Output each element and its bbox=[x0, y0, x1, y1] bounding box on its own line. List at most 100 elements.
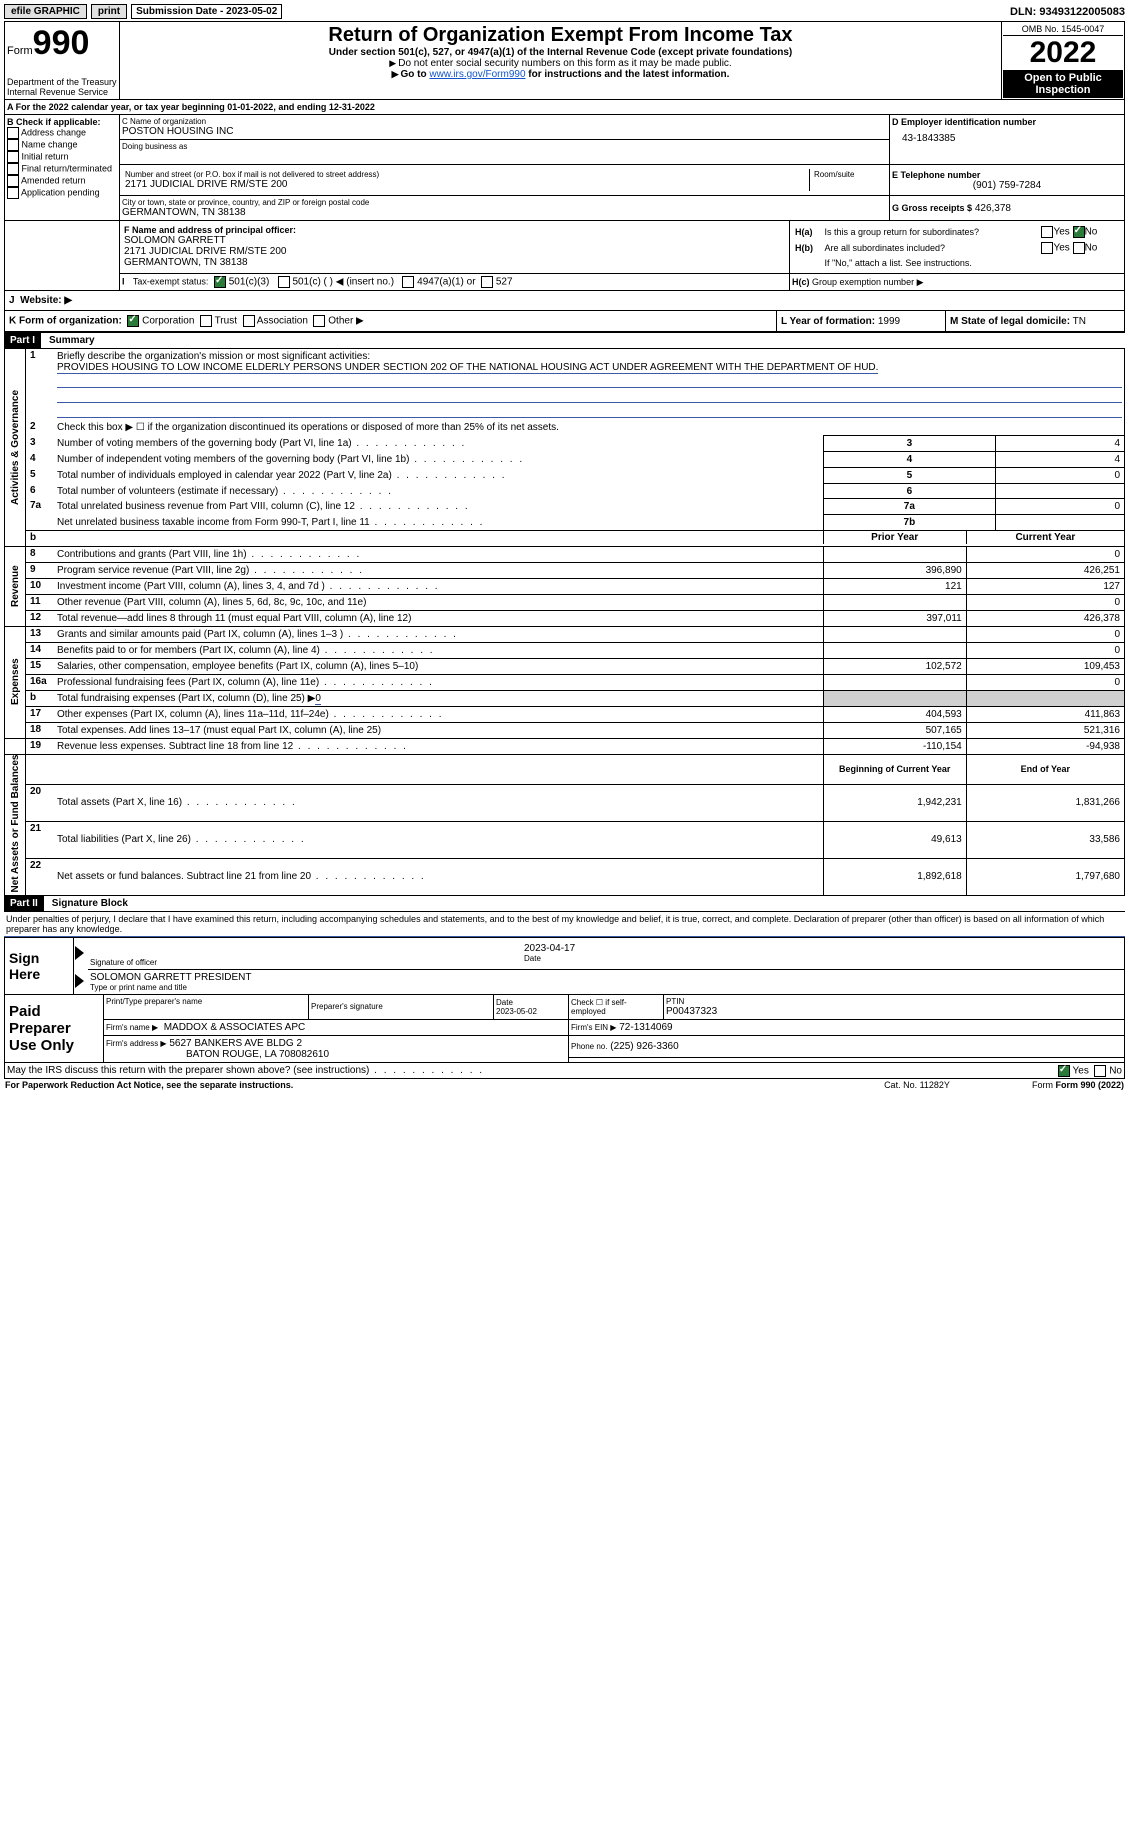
l16b-val: 0 bbox=[315, 693, 321, 705]
box-l-label: L Year of formation: bbox=[781, 316, 875, 327]
officer-addr1: 2171 JUDICIAL DRIVE RM/STE 200 bbox=[124, 246, 785, 257]
c9: 426,251 bbox=[966, 562, 1124, 578]
prep-sig-label: Preparer's signature bbox=[311, 1002, 491, 1011]
box-d-label: D Employer identification number bbox=[892, 117, 1122, 127]
chk-501c3[interactable] bbox=[214, 276, 226, 288]
dept-treasury: Department of the Treasury bbox=[7, 77, 117, 87]
e21: 33,586 bbox=[966, 821, 1124, 858]
form-header: Form990 Department of the Treasury Inter… bbox=[4, 21, 1125, 100]
section-revenue: Revenue bbox=[5, 546, 26, 626]
chk-amended[interactable]: Amended return bbox=[7, 175, 117, 187]
check-self-employed[interactable]: Check ☐ if self-employed bbox=[569, 995, 664, 1020]
discuss-line: May the IRS discuss this return with the… bbox=[4, 1063, 1125, 1079]
hc-label: Group exemption number ▶ bbox=[812, 277, 923, 287]
l10-label: Investment income (Part VIII, column (A)… bbox=[57, 581, 325, 592]
sign-here-block: Sign Here Signature of officer 2023-04-1… bbox=[4, 937, 1125, 995]
efile-button[interactable]: efile GRAPHIC bbox=[4, 4, 87, 19]
firm-addr2: BATON ROUGE, LA 708082610 bbox=[186, 1049, 329, 1060]
q7b-label: Net unrelated business taxable income fr… bbox=[57, 517, 370, 528]
box-e-label: E Telephone number bbox=[892, 170, 1122, 180]
chk-527[interactable] bbox=[481, 276, 493, 288]
chk-501c[interactable] bbox=[278, 276, 290, 288]
ha-yes[interactable] bbox=[1041, 226, 1053, 238]
l21-label: Total liabilities (Part X, line 26) bbox=[57, 834, 191, 845]
pra-notice: For Paperwork Reduction Act Notice, see … bbox=[4, 1079, 841, 1091]
chk-final-return[interactable]: Final return/terminated bbox=[7, 163, 117, 175]
officer-addr2: GERMANTOWN, TN 38138 bbox=[124, 257, 785, 268]
ha-no[interactable] bbox=[1073, 226, 1085, 238]
print-name-label: Print/Type preparer's name bbox=[106, 997, 306, 1006]
firm-addr1: 5627 BANKERS AVE BLDG 2 bbox=[169, 1038, 302, 1049]
chk-other[interactable] bbox=[313, 315, 325, 327]
sig-date: 2023-04-17 bbox=[524, 943, 1122, 954]
firm-name-label: Firm's name ▶ bbox=[106, 1023, 158, 1032]
hb-no[interactable] bbox=[1073, 242, 1085, 254]
ptin: P00437323 bbox=[666, 1006, 1122, 1017]
omb-number: OMB No. 1545-0047 bbox=[1003, 23, 1123, 36]
chk-4947[interactable] bbox=[402, 276, 414, 288]
print-button[interactable]: print bbox=[91, 4, 127, 19]
q2-label: Check this box ▶ ☐ if the organization d… bbox=[53, 420, 1125, 436]
discuss-no[interactable] bbox=[1094, 1065, 1106, 1077]
summary-table: Activities & Governance 1 Briefly descri… bbox=[4, 349, 1125, 895]
entity-block: B Check if applicable: Address change Na… bbox=[4, 115, 1125, 220]
l12-label: Total revenue—add lines 8 through 11 (mu… bbox=[57, 613, 411, 624]
dba-label: Doing business as bbox=[122, 142, 887, 151]
l18-label: Total expenses. Add lines 13–17 (must eq… bbox=[57, 725, 381, 736]
phone-label: Phone no. bbox=[571, 1042, 607, 1051]
chk-corp[interactable] bbox=[127, 315, 139, 327]
room-label: Room/suite bbox=[809, 169, 885, 191]
b21: 49,613 bbox=[823, 821, 966, 858]
l17-label: Other expenses (Part IX, column (A), lin… bbox=[57, 709, 329, 720]
hb-yes[interactable] bbox=[1041, 242, 1053, 254]
v5: 0 bbox=[996, 468, 1125, 484]
box-k-label: K Form of organization: bbox=[9, 316, 122, 327]
l16a-label: Professional fundraising fees (Part IX, … bbox=[57, 677, 319, 688]
c8: 0 bbox=[966, 546, 1124, 562]
q3-label: Number of voting members of the governin… bbox=[57, 438, 352, 449]
box-i-label: Tax-exempt status: bbox=[133, 277, 209, 287]
c13: 0 bbox=[966, 626, 1124, 642]
e22: 1,797,680 bbox=[966, 859, 1124, 895]
c12: 426,378 bbox=[966, 610, 1124, 626]
chk-initial-return[interactable]: Initial return bbox=[7, 151, 117, 163]
box-b-label: B Check if applicable: bbox=[7, 117, 117, 127]
irs-link[interactable]: www.irs.gov/Form990 bbox=[429, 69, 525, 80]
ptin-label: PTIN bbox=[666, 997, 1122, 1006]
paid-preparer-label: Paid Preparer Use Only bbox=[5, 995, 104, 1063]
officer-block: F Name and address of principal officer:… bbox=[4, 220, 1125, 291]
chk-trust[interactable] bbox=[200, 315, 212, 327]
sign-here-label: Sign Here bbox=[5, 937, 74, 994]
top-toolbar: efile GRAPHIC print Submission Date - 20… bbox=[4, 4, 1125, 19]
box-c-label: C Name of organization bbox=[122, 117, 887, 126]
section-expenses: Expenses bbox=[5, 626, 26, 738]
gross-receipts: 426,378 bbox=[975, 203, 1011, 214]
chk-assoc[interactable] bbox=[243, 315, 255, 327]
chk-address-change[interactable]: Address change bbox=[7, 127, 117, 139]
c19: -94,938 bbox=[966, 738, 1124, 754]
c10: 127 bbox=[966, 578, 1124, 594]
v7b bbox=[996, 515, 1125, 531]
chk-app-pending[interactable]: Application pending bbox=[7, 187, 117, 199]
sig-officer-label: Signature of officer bbox=[90, 958, 520, 967]
part1-header: Part ISummary bbox=[4, 332, 1125, 349]
chk-name-change[interactable]: Name change bbox=[7, 139, 117, 151]
e20: 1,831,266 bbox=[966, 784, 1124, 821]
addr-label: Number and street (or P.O. box if mail i… bbox=[125, 170, 806, 179]
p19: -110,154 bbox=[823, 738, 966, 754]
c15: 109,453 bbox=[966, 658, 1124, 674]
discuss-yes[interactable] bbox=[1058, 1065, 1070, 1077]
cat-no: Cat. No. 11282Y bbox=[841, 1079, 993, 1091]
firm-ein: 72-1314069 bbox=[619, 1022, 672, 1033]
box-m-label: M State of legal domicile: bbox=[950, 316, 1070, 327]
hb-note: If "No," attach a list. See instructions… bbox=[823, 257, 1120, 269]
line-j: J Website: ▶ bbox=[4, 291, 1125, 311]
v4: 4 bbox=[996, 452, 1125, 468]
org-name: POSTON HOUSING INC bbox=[122, 126, 887, 137]
l15-label: Salaries, other compensation, employee b… bbox=[57, 661, 418, 672]
mission-text: PROVIDES HOUSING TO LOW INCOME ELDERLY P… bbox=[57, 362, 878, 374]
q5-label: Total number of individuals employed in … bbox=[57, 470, 392, 481]
p12: 397,011 bbox=[823, 610, 966, 626]
v6 bbox=[996, 484, 1125, 499]
form-footer: Form 990 (2022) bbox=[1055, 1080, 1124, 1090]
